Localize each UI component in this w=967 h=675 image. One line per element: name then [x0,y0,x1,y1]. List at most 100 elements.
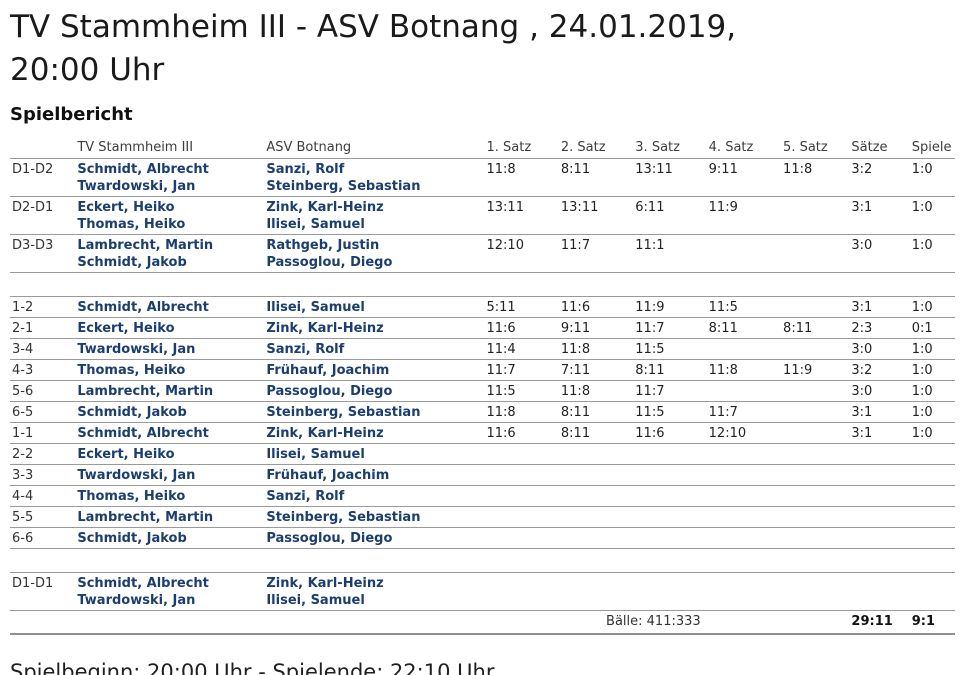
header-games-total: Spiele [909,138,955,159]
set-score [558,506,634,528]
set-score: 13:11 [484,196,559,235]
away-players-cell: Frühauf, Joachim [264,359,485,381]
home-player-name: Thomas, Heiko [77,489,186,504]
away-player-name: Ilisei, Samuel [266,300,365,315]
set-score [633,443,707,465]
section-heading: Spielbericht [10,104,133,125]
away-player-name: Steinberg, Sebastian [266,179,421,194]
match-row: 3-3 Twardowski, Jan Frühauf, Joachim [10,464,955,486]
match-code: D1-D1 [10,572,76,611]
sets-result [849,464,910,486]
game-result: 1:0 [909,359,955,381]
set-score: 11:7 [484,359,559,381]
home-player-name: Eckert, Heiko [77,321,175,336]
games-grand-total: 9:1 [909,610,955,635]
away-players-cell: Zink, Karl-Heinz Ilisei, Samuel [264,572,485,611]
away-player-name: Steinberg, Sebastian [266,510,421,525]
set-score [781,401,850,423]
match-code: 3-4 [10,338,76,360]
away-players-cell: Zink, Karl-Heinz [264,317,485,339]
game-result: 1:0 [909,196,955,235]
sets-result: 3:1 [849,401,910,423]
home-players-cell: Lambrecht, Martin [75,506,265,528]
away-players-cell: Steinberg, Sebastian [264,401,485,423]
home-players-cell: Lambrecht, Martin [75,380,265,402]
away-player-name: Passoglou, Diego [266,384,393,399]
sets-result: 3:0 [849,234,910,273]
set-score [558,527,634,549]
set-score: 11:7 [633,317,707,339]
away-player-name: Ilisei, Samuel [266,217,365,232]
away-players-cell: Frühauf, Joachim [264,464,485,486]
set-score [706,485,782,507]
home-players-cell: Schmidt, Jakob [75,527,265,549]
set-score [781,234,850,273]
game-result: 1:0 [909,158,955,197]
match-code: 4-3 [10,359,76,381]
set-score: 11:5 [706,296,782,318]
home-player-name: Twardowski, Jan [77,342,196,357]
game-result: 1:0 [909,422,955,444]
sets-result: 3:1 [849,196,910,235]
away-player-name: Ilisei, Samuel [266,447,365,462]
home-player-name: Thomas, Heiko [77,217,186,232]
away-players-cell: Ilisei, Samuel [264,296,485,318]
set-score [484,443,559,465]
match-row: D1-D2 Schmidt, Albrecht Twardowski, Jan … [10,158,955,197]
set-score: 6:11 [633,196,707,235]
away-players-cell: Zink, Karl-Heinz Ilisei, Samuel [264,196,485,235]
set-score: 11:8 [484,158,559,197]
match-code: D1-D2 [10,158,76,197]
set-score [484,527,559,549]
set-score [633,506,707,528]
away-player-name: Steinberg, Sebastian [266,405,421,420]
home-player-name: Schmidt, Jakob [77,531,187,546]
set-score: 8:11 [558,422,634,444]
page-title: TV Stammheim III - ASV Botnang , 24.01.2… [10,6,955,92]
game-result: 1:0 [909,296,955,318]
header-set-5: 5. Satz [781,138,850,159]
sets-result [849,443,910,465]
away-players-cell: Sanzi, Rolf Steinberg, Sebastian [264,158,485,197]
match-row: 4-4 Thomas, Heiko Sanzi, Rolf [10,485,955,507]
summary-row: Bälle: 411:333 29:11 9:1 [10,610,955,635]
game-result: 0:1 [909,317,955,339]
set-score [781,464,850,486]
game-result [909,572,955,611]
sets-result [849,506,910,528]
sets-result: 3:2 [849,359,910,381]
header-set-1: 1. Satz [484,138,559,159]
set-score: 11:8 [558,338,634,360]
match-code: 6-6 [10,527,76,549]
away-player-name: Rathgeb, Justin [266,238,380,253]
set-score [484,506,559,528]
home-player-name: Twardowski, Jan [77,179,196,194]
set-score: 8:11 [781,317,850,339]
set-score [781,572,850,611]
set-score [484,464,559,486]
page-title-line-2: 20:00 Uhr [10,52,165,88]
game-result [909,506,955,528]
set-score [558,485,634,507]
match-row: 4-3 Thomas, Heiko Frühauf, Joachim 11:7 … [10,359,955,381]
set-score: 13:11 [633,158,707,197]
set-score: 11:8 [781,158,850,197]
set-score: 11:6 [484,422,559,444]
set-score [706,443,782,465]
set-score: 8:11 [558,158,634,197]
set-score: 11:5 [633,401,707,423]
header-sets-total: Sätze [849,138,910,159]
match-code: 1-2 [10,296,76,318]
header-set-3: 3. Satz [633,138,707,159]
home-players-cell: Thomas, Heiko [75,485,265,507]
home-players-cell: Lambrecht, Martin Schmidt, Jakob [75,234,265,273]
match-code: 2-2 [10,443,76,465]
away-players-cell: Sanzi, Rolf [264,338,485,360]
game-result: 1:0 [909,234,955,273]
sets-grand-total: 29:11 [849,610,910,635]
header-away-team: ASV Botnang [264,138,485,159]
home-players-cell: Schmidt, Albrecht Twardowski, Jan [75,158,265,197]
match-code: 3-3 [10,464,76,486]
set-score [781,196,850,235]
